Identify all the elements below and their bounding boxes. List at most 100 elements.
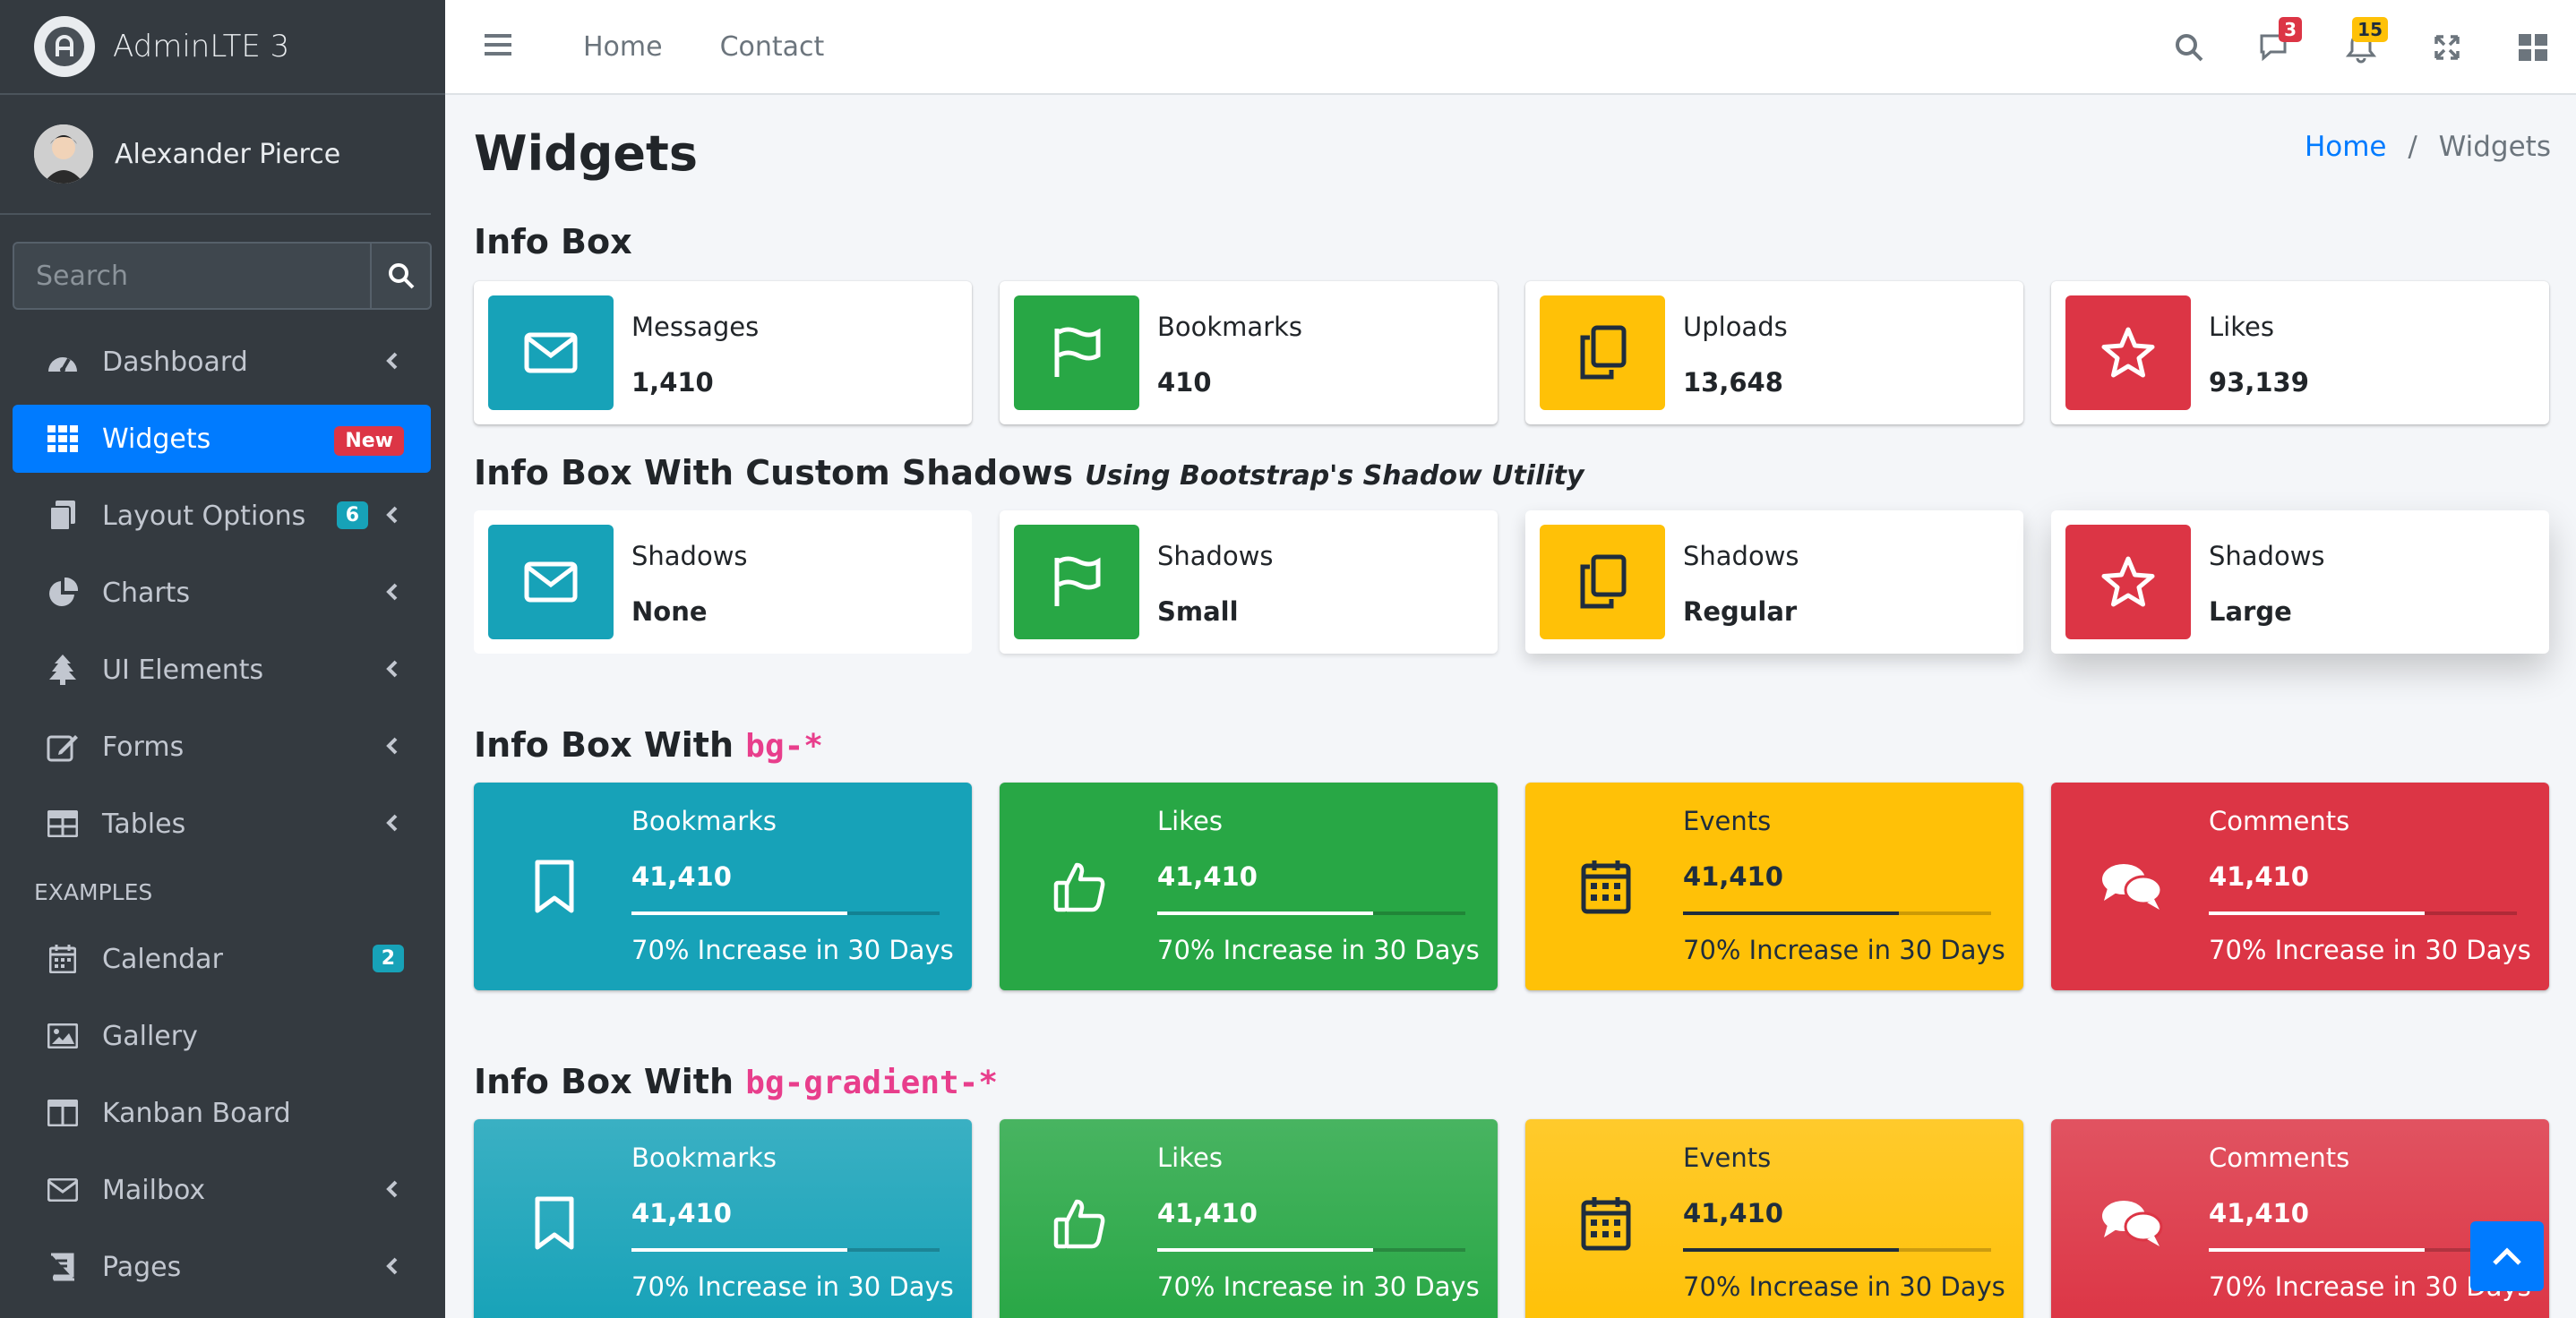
- page-title: Widgets: [474, 125, 698, 182]
- sidebar-item-tables[interactable]: Tables: [13, 790, 431, 858]
- gradient-box-events: Events 41,410 70% Increase in 30 Days: [1525, 1119, 2023, 1318]
- new-badge: New: [334, 426, 404, 456]
- user-panel[interactable]: Alexander Pierce: [0, 95, 431, 215]
- info-box-text: Comments: [2209, 1143, 2350, 1173]
- chevron-left-icon: [386, 737, 398, 755]
- progress-bar: [1157, 1248, 1465, 1252]
- progress-fill: [631, 911, 847, 915]
- th-large-icon[interactable]: [2490, 21, 2576, 74]
- info-box-text: Bookmarks: [631, 1143, 777, 1173]
- progress-bar: [631, 1248, 940, 1252]
- back-to-top-button[interactable]: [2470, 1221, 2544, 1291]
- progress-fill: [1157, 911, 1373, 915]
- sidebar-search: [13, 242, 432, 310]
- brand-link[interactable]: AdminLTE 3: [0, 0, 445, 95]
- chevron-left-icon: [386, 660, 398, 678]
- sidebar-search-input[interactable]: [14, 244, 370, 308]
- info-box-number: 41,410: [1683, 861, 1783, 892]
- sidebar-item-charts[interactable]: Charts: [13, 559, 431, 627]
- gradient-box-comments: Comments 41,410 70% Increase in 30 Days: [2051, 1119, 2549, 1318]
- info-box-text: Bookmarks: [631, 806, 777, 836]
- notifications-badge: 15: [2352, 17, 2388, 42]
- topnav-home-link[interactable]: Home: [583, 30, 663, 63]
- messages-icon[interactable]: 3: [2232, 17, 2318, 74]
- section-title-text: Info Box With Custom Shadows: [474, 453, 1074, 492]
- progress-bar: [631, 911, 940, 915]
- progress-description: 70% Increase in 30 Days: [1157, 1271, 1480, 1302]
- section-title-text: Info Box With: [474, 725, 734, 765]
- info-box-number: 410: [1157, 367, 1212, 398]
- chevron-left-icon: [386, 1257, 398, 1275]
- copy-icon: [1540, 295, 1665, 410]
- messages-badge: 3: [2279, 17, 2302, 42]
- progress-bar: [2209, 911, 2517, 915]
- sidebar-item-label: Mailbox: [102, 1174, 206, 1206]
- envelope-icon: [488, 525, 614, 639]
- sidebar-item-gallery[interactable]: Gallery: [13, 1002, 431, 1070]
- brand-text: AdminLTE 3: [113, 29, 290, 64]
- bg-box-bookmarks: Bookmarks 41,410 70% Increase in 30 Days: [474, 783, 972, 990]
- chart-pie-icon: [45, 575, 81, 611]
- edit-icon: [45, 729, 81, 765]
- copy-icon: [1540, 525, 1665, 639]
- section-title-note: Using Bootstrap's Shadow Utility: [1085, 460, 1584, 492]
- search-icon[interactable]: [2146, 21, 2232, 74]
- info-box-bookmarks: Bookmarks 410: [1000, 281, 1498, 424]
- info-box-number: 41,410: [1157, 1198, 1258, 1228]
- chevron-up-icon: [2493, 1247, 2521, 1265]
- sidebar-item-mailbox[interactable]: Mailbox: [13, 1156, 431, 1224]
- info-box-text: Likes: [2209, 312, 2274, 342]
- bell-icon[interactable]: 15: [2318, 17, 2404, 74]
- info-box-text: Shadows: [1157, 541, 1274, 571]
- topnav-contact-link[interactable]: Contact: [719, 30, 825, 63]
- expand-arrows-icon[interactable]: [2404, 21, 2490, 74]
- info-box-text: Likes: [1157, 1143, 1223, 1173]
- info-box-text: Events: [1683, 806, 1772, 836]
- sidebar-item-kanban-board[interactable]: Kanban Board: [13, 1079, 431, 1147]
- info-box-text: Shadows: [631, 541, 748, 571]
- sidebar-item-layout-options[interactable]: Layout Options 6: [13, 482, 431, 550]
- breadcrumb-home-link[interactable]: Home: [2304, 131, 2387, 163]
- info-box-shadow-large: Shadows Large: [2051, 510, 2549, 654]
- progress-fill: [1157, 1248, 1373, 1252]
- count-badge: 2: [372, 945, 404, 972]
- bg-box-events: Events 41,410 70% Increase in 30 Days: [1525, 783, 2023, 990]
- comments-icon: [2069, 800, 2194, 972]
- top-navbar: Home Contact 3 15: [445, 0, 2576, 95]
- count-badge: 6: [336, 501, 368, 529]
- sidebar-item-label: UI Elements: [102, 654, 264, 686]
- sidebar-item-ui-elements[interactable]: UI Elements: [13, 636, 431, 704]
- info-box-number: Small: [1157, 596, 1239, 627]
- progress-fill: [2209, 1248, 2425, 1252]
- info-box-number: 13,648: [1683, 367, 1783, 398]
- sidebar-item-forms[interactable]: Forms: [13, 713, 431, 781]
- sidebar-item-label: Layout Options: [102, 500, 306, 532]
- info-box-text: Messages: [631, 312, 760, 342]
- info-box-likes: Likes 93,139: [2051, 281, 2549, 424]
- flag-icon: [1014, 525, 1139, 639]
- sidebar-item-dashboard[interactable]: Dashboard: [13, 328, 431, 396]
- flag-icon: [1014, 295, 1139, 410]
- section-title-code: bg-*: [745, 728, 823, 765]
- sidebar-item-pages[interactable]: Pages: [13, 1233, 431, 1301]
- sidebar-item-calendar[interactable]: Calendar 2: [13, 925, 431, 993]
- progress-bar: [1683, 911, 1991, 915]
- envelope-icon: [45, 1172, 81, 1208]
- tachometer-icon: [45, 344, 81, 380]
- sidebar-item-label: Tables: [102, 808, 186, 840]
- info-box-number: 93,139: [2209, 367, 2309, 398]
- info-box-number: 41,410: [1157, 861, 1258, 892]
- progress-fill: [2209, 911, 2425, 915]
- sidebar-item-widgets[interactable]: Widgets New: [13, 405, 431, 473]
- section-title-bg-gradient: Info Box With bg-gradient-*: [474, 1062, 998, 1101]
- sidebar-search-button[interactable]: [370, 244, 430, 308]
- info-box-number: 41,410: [2209, 1198, 2309, 1228]
- user-name[interactable]: Alexander Pierce: [115, 138, 341, 170]
- thumbs-up-icon: [1018, 1137, 1143, 1309]
- columns-icon: [45, 1095, 81, 1131]
- breadcrumb-separator: /: [2408, 131, 2417, 163]
- hamburger-menu-icon[interactable]: [485, 32, 545, 61]
- section-title-bg: Info Box With bg-*: [474, 725, 823, 765]
- info-box-number: None: [631, 596, 708, 627]
- sidebar-item-label: Pages: [102, 1251, 182, 1283]
